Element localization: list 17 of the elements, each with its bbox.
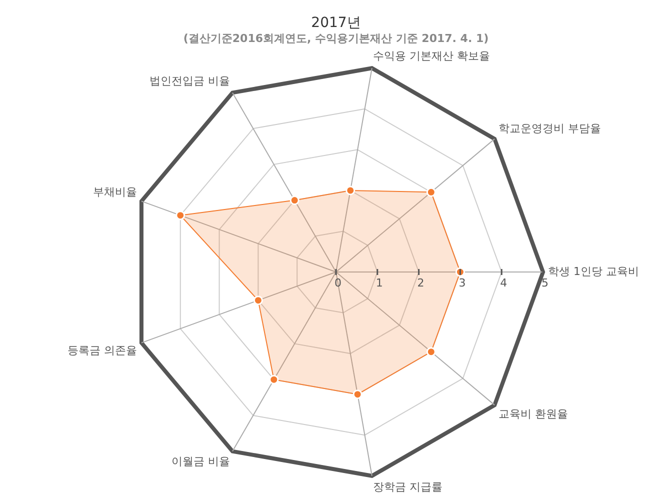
spoke-label: 등록금 의존율 — [67, 344, 137, 357]
spoke-label: 장학금 지급률 — [372, 480, 442, 494]
spoke-label: 학생 1인당 교육비 — [548, 264, 640, 278]
y-tick-label: 2 — [417, 276, 424, 290]
spoke-label: 법인전입금 비율 — [149, 74, 230, 88]
spoke-label: 이월금 비율 — [171, 455, 230, 468]
spoke-label: 수익용 기본재산 확보율 — [372, 49, 490, 62]
y-tick-label: 1 — [376, 276, 383, 290]
spoke-label: 부채비율 — [92, 186, 137, 199]
spoke-label: 교육비 환원율 — [498, 408, 568, 421]
y-tick-label: 3 — [458, 276, 466, 290]
y-tick-label: 5 — [542, 276, 549, 290]
chart-title: 2017년 — [310, 14, 362, 32]
spoke-label: 학교운영경비 부담율 — [498, 122, 601, 135]
chart-subtitle: (결산기준2016회계연도, 수익용기본재산 기준 2017. 4. 1) — [182, 31, 490, 46]
y-tick-label: 4 — [500, 276, 508, 290]
y-tick-label: 0 — [334, 276, 342, 290]
